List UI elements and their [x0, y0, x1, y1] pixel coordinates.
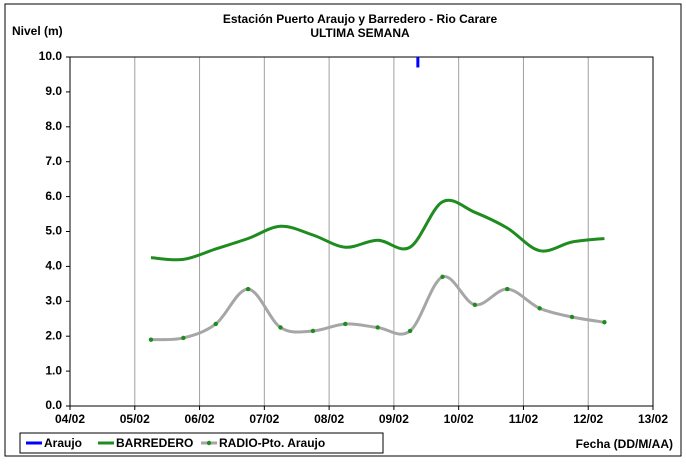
y-axis-label: Nivel (m): [12, 24, 63, 38]
x-axis-label: Fecha (DD/M/AA): [576, 437, 673, 451]
point-marker: [569, 314, 575, 320]
point-marker: [181, 335, 186, 341]
point-marker: [375, 325, 380, 330]
x-tick-label: 04/02: [55, 412, 85, 426]
x-tick-label: 05/02: [120, 412, 150, 426]
point-marker: [440, 274, 445, 280]
x-tick-label: 12/02: [573, 412, 603, 426]
x-tick-label: 09/02: [379, 412, 409, 426]
x-tick-label: 06/02: [185, 412, 215, 426]
legend-label: RADIO-Pto. Araujo: [219, 436, 325, 450]
y-tick-label: 0.0: [45, 398, 62, 412]
y-tick-label: 8.0: [45, 119, 62, 133]
point-marker: [148, 337, 154, 342]
x-tick-label: 11/02: [509, 412, 539, 426]
point-marker: [310, 328, 316, 334]
point-marker: [472, 302, 478, 307]
point-marker: [602, 320, 607, 325]
point-marker: [245, 286, 251, 292]
y-tick-label: 9.0: [45, 84, 62, 98]
x-tick-label: 13/02: [638, 412, 668, 426]
plot-area: [69, 56, 654, 407]
point-marker: [343, 321, 348, 327]
legend-label: BARREDERO: [116, 436, 193, 450]
x-tick-label: 10/02: [444, 412, 474, 426]
y-tick-label: 3.0: [45, 293, 62, 307]
x-tick-label: 08/02: [314, 412, 344, 426]
point-marker: [213, 321, 218, 327]
y-tick-label: 7.0: [45, 154, 62, 168]
point-marker: [505, 286, 510, 292]
line-series: [150, 198, 605, 262]
legend-label: Araujo: [44, 436, 82, 450]
y-tick-label: 6.0: [45, 189, 62, 203]
x-tick-label: 07/02: [249, 412, 279, 426]
y-tick-label: 5.0: [45, 224, 62, 238]
chart-frame: [4, 3, 682, 457]
y-tick-label: 2.0: [45, 328, 62, 342]
point-marker: [278, 325, 283, 330]
legend-marker: [206, 440, 212, 446]
point-marker: [407, 328, 413, 334]
y-tick-label: 1.0: [45, 363, 62, 377]
y-tick-label: 10.0: [39, 49, 63, 63]
point-marker: [537, 306, 542, 311]
y-tick-label: 4.0: [45, 259, 62, 273]
chart-subtitle: ULTIMA SEMANA: [310, 26, 410, 40]
chart-title: Estación Puerto Araujo y Barredero - Rio…: [223, 12, 498, 26]
